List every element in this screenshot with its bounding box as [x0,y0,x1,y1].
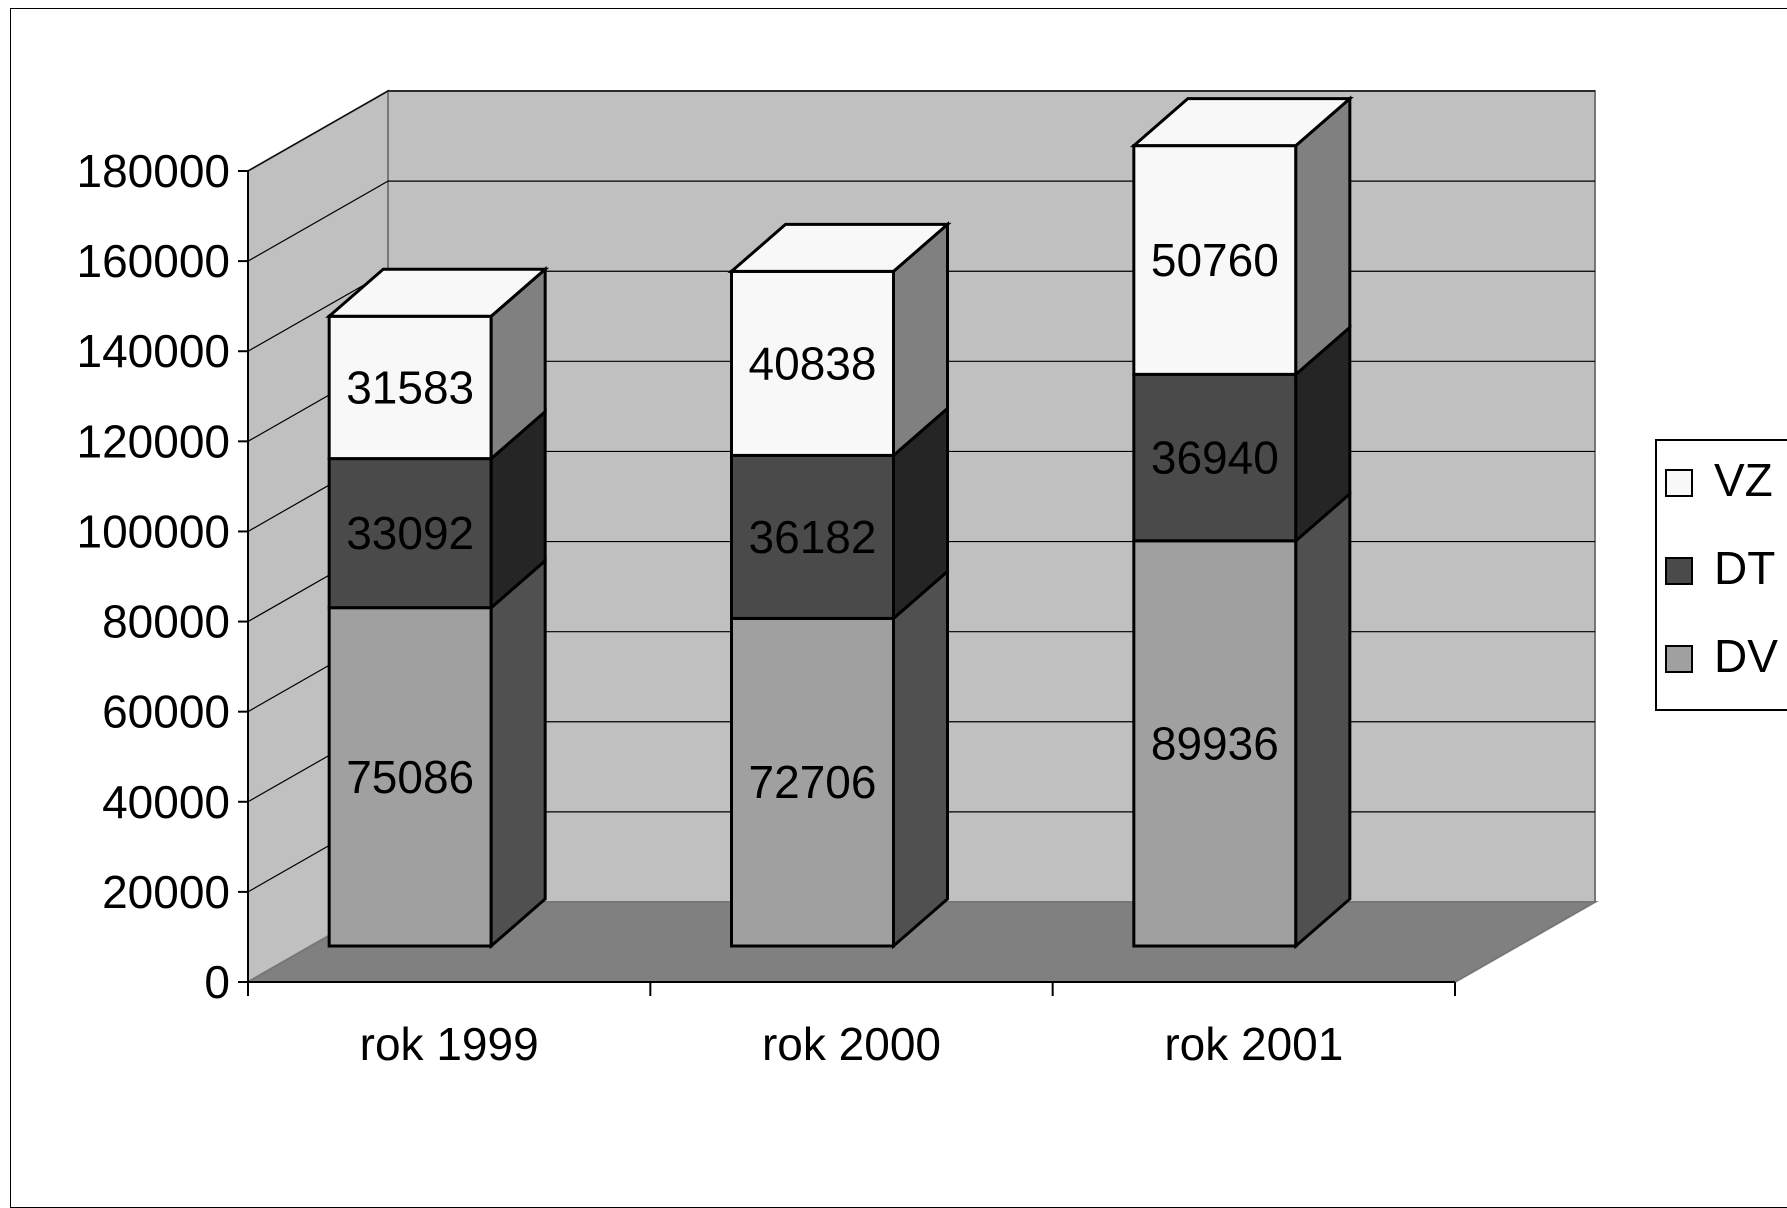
data-label-VZ-1: 40838 [749,337,877,389]
bar-segment-DV-0 [327,557,547,950]
legend-label-DV: DV [1714,630,1778,682]
legend: VZ DT DV [1655,439,1787,711]
data-label-DV-0: 75086 [346,751,474,803]
data-label-DV-2: 89936 [1151,717,1279,769]
bar-top-0 [325,267,550,318]
bar-side-DV-2 [1294,490,1352,950]
x-category-label-2: rok 2001 [1164,1018,1343,1070]
bar-segment-DV-1 [730,568,949,950]
back-wall [387,90,1596,903]
y-tick-label-4: 80000 [102,596,230,648]
legend-swatch-VZ [1665,469,1693,497]
bar-front-VZ-1 [730,269,895,457]
bar-top-1 [727,222,952,273]
legend-swatch-DV [1665,645,1693,673]
bar-side-DV-1 [892,568,949,950]
legend-swatch-DT [1665,557,1693,585]
y-tick-label-9: 180000 [77,145,231,197]
y-tick-label-5: 100000 [77,505,231,557]
bar-top-2 [1129,97,1354,148]
bar-segment-DT-2 [1132,324,1352,545]
bar-segment-VZ-2 [1129,95,1354,378]
bar-front-DT-2 [1132,372,1298,543]
bar-front-DT-1 [730,453,895,620]
bar-segment-DV-2 [1132,490,1352,950]
data-label-DT-0: 33092 [346,507,474,559]
x-category-label-1: rok 2000 [762,1018,941,1070]
bar-segment-DT-0 [327,408,547,611]
legend-label-DT: DT [1714,542,1775,594]
bar-segment-DT-1 [730,405,949,622]
bar-side-DV-0 [489,557,547,950]
y-tick-label-1: 20000 [102,866,230,918]
y-tick-label-6: 120000 [77,415,231,467]
data-label-DT-1: 36182 [749,511,877,563]
y-tick-label-3: 60000 [102,686,230,738]
x-category-label-0: rok 1999 [360,1018,539,1070]
data-label-VZ-0: 31583 [346,361,474,413]
bar-front-VZ-2 [1132,144,1298,376]
gridline-9 [247,90,1595,172]
legend-label-VZ: VZ [1714,454,1773,506]
bar-front-DV-1 [730,616,895,948]
y-tick-label-8: 160000 [77,235,231,287]
y-tick-label-0: 0 [204,956,230,1008]
data-label-DT-2: 36940 [1151,432,1279,484]
bar-front-DV-2 [1132,539,1298,948]
bar-segment-VZ-0 [325,266,550,462]
y-tick-label-7: 140000 [77,325,231,377]
stacked-3d-bar-chart: 0 20000 40000 60000 80000 100000 120000 140000 1… [77,89,1787,1070]
data-label-DV-1: 72706 [749,756,877,808]
bar-segment-VZ-1 [727,221,952,459]
y-tick-label-2: 40000 [102,776,230,828]
data-label-VZ-2: 50760 [1151,234,1279,286]
